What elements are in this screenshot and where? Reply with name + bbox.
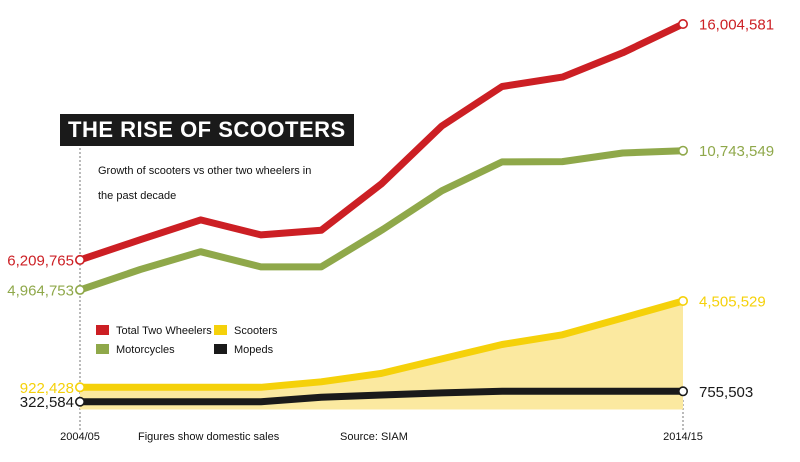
motorcycles-end-label: 10,743,549 bbox=[699, 143, 774, 160]
total-two-wheelers-line bbox=[76, 20, 687, 264]
series-markers bbox=[75, 18, 688, 407]
mopeds-start-label: 322,584 bbox=[20, 394, 74, 411]
scooters-end-point bbox=[677, 295, 688, 306]
chart-subtitle: Growth of scooters vs other two wheelers… bbox=[98, 165, 312, 202]
x-tick-label-start: 2004/05 bbox=[60, 431, 100, 443]
legend-swatch-mopeds bbox=[214, 344, 227, 354]
scooters-start-point bbox=[75, 382, 86, 393]
legend-label-total-two-wheelers: Total Two Wheelers bbox=[116, 325, 212, 337]
legend-label-mopeds: Mopeds bbox=[234, 344, 274, 356]
area-layer bbox=[80, 301, 683, 410]
scooters-area bbox=[80, 301, 683, 410]
total-two-wheelers-start-point bbox=[75, 254, 86, 265]
chart-title: THE RISE OF SCOOTERS bbox=[68, 117, 346, 142]
chart-title-box: THE RISE OF SCOOTERS bbox=[60, 114, 354, 146]
x-tick-label-end: 2014/15 bbox=[663, 431, 703, 443]
legend-swatch-scooters bbox=[214, 325, 227, 335]
scooters-line bbox=[76, 297, 687, 391]
series-lines bbox=[76, 20, 687, 406]
mopeds-end-point bbox=[677, 386, 688, 397]
total-two-wheelers-start-label: 6,209,765 bbox=[7, 252, 74, 269]
note-annotation: Figures show domestic sales bbox=[138, 431, 280, 443]
legend-swatch-total-two-wheelers bbox=[96, 325, 109, 335]
mopeds-line bbox=[76, 387, 687, 406]
mopeds-start-point bbox=[75, 396, 86, 407]
value-labels: 6,209,765 16,004,581 4,964,753 10,743,549 92… bbox=[7, 16, 774, 411]
motorcycles-start-point bbox=[75, 284, 86, 295]
legend: Total Two Wheelers Scooters Motorcycles Mop… bbox=[96, 325, 278, 356]
mopeds-end-label: 755,503 bbox=[699, 384, 753, 401]
motorcycles-start-label: 4,964,753 bbox=[7, 282, 74, 299]
legend-swatch-motorcycles bbox=[96, 344, 109, 354]
source-annotation: Source: SIAM bbox=[340, 431, 408, 443]
scooters-start-label: 922,428 bbox=[20, 380, 74, 397]
scooters-end-label: 4,505,529 bbox=[699, 293, 766, 310]
legend-label-motorcycles: Motorcycles bbox=[116, 344, 175, 356]
footer-annotations: 2004/05 2014/15 Figures show domestic sa… bbox=[60, 431, 703, 443]
legend-label-scooters: Scooters bbox=[234, 325, 278, 337]
total-two-wheelers-end-label: 16,004,581 bbox=[699, 16, 774, 33]
motorcycles-line bbox=[76, 147, 687, 294]
motorcycles-end-point bbox=[677, 145, 688, 156]
total-two-wheelers-end-point bbox=[677, 18, 688, 29]
